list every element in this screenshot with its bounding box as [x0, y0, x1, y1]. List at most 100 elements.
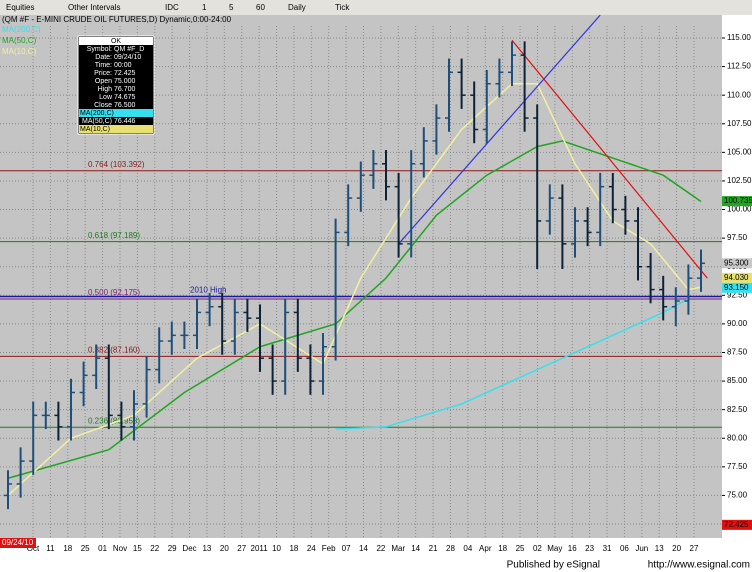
y-tick-label: 80.00 [727, 433, 748, 442]
y-tick-label: 97.50 [727, 233, 748, 242]
toolbar-item[interactable]: 5 [229, 3, 234, 12]
info-label: Open [95, 78, 112, 85]
level-label: 0.382 (87.160) [88, 345, 140, 354]
x-tick-label: Dec [182, 544, 196, 553]
price-tag [722, 196, 752, 207]
price-tag [722, 258, 752, 269]
toolbar-item[interactable]: 60 [256, 3, 265, 12]
toolbar-item[interactable]: Daily [288, 3, 306, 12]
price-tag-label: 100.735 [724, 196, 752, 205]
y-tick-label: 115.00 [727, 33, 751, 42]
level-label: 0.618 (97.189) [88, 231, 140, 240]
level-label: 2010 High [190, 286, 226, 295]
y-tick-label: 107.50 [727, 119, 752, 128]
y-tick-label: 75.00 [727, 491, 748, 500]
x-tick-label: 21 [429, 544, 438, 553]
info-box [77, 35, 155, 135]
info-label: Date: [95, 54, 112, 61]
y-tick-label: 90.00 [727, 319, 748, 328]
info-label: MA(200,C) [80, 110, 114, 117]
x-tick-label: May [547, 544, 562, 553]
date-tag [0, 538, 36, 548]
info-ok: OK [111, 38, 121, 45]
info-label: High [98, 86, 113, 93]
x-tick-label: 07 [342, 544, 351, 553]
info-label: Symbol: [87, 46, 112, 53]
toolbar-item[interactable]: Tick [335, 3, 350, 12]
price-tag-label: 94.030 [724, 273, 749, 282]
info-row-bg [79, 125, 153, 133]
footer-url: http://www.esignal.com [648, 560, 750, 571]
info-value: 09/24/10 [114, 54, 141, 61]
price-tag-label: 72.425 [724, 520, 749, 529]
info-value: 76.500 [114, 102, 136, 109]
x-tick-label: 15 [133, 544, 142, 553]
x-tick-label: 04 [463, 544, 472, 553]
ma-line [7, 140, 702, 479]
trendline [398, 14, 601, 245]
toolbar [0, 0, 752, 15]
y-tick-label: 87.50 [727, 348, 748, 357]
x-tick-label: 16 [568, 544, 577, 553]
footer [0, 558, 752, 572]
date-tag-label: 09/24/10 [2, 538, 34, 547]
y-tick-label: 102.50 [727, 176, 752, 185]
x-tick-label: 18 [63, 544, 72, 553]
level-label: 0.236 (80.958) [88, 416, 140, 425]
x-tick-label: Jun [635, 544, 648, 553]
x-tick-label: Feb [322, 544, 336, 553]
x-tick-label: 18 [289, 544, 298, 553]
price-tag-label: 95.300 [724, 258, 749, 267]
x-tick-label: 31 [603, 544, 612, 553]
x-tick-label: 23 [585, 544, 594, 553]
x-tick-label: Mar [391, 544, 405, 553]
ma-line [7, 82, 702, 496]
toolbar-item[interactable]: 1 [202, 3, 207, 12]
info-label: Low [99, 94, 113, 101]
x-tick-label: 29 [168, 544, 177, 553]
x-tick-label: 13 [655, 544, 664, 553]
x-tick-label: 2011 [251, 544, 269, 553]
x-tick-label: Apr [479, 544, 492, 553]
y-tick-label: 85.00 [727, 376, 748, 385]
y-tick-label: 105.00 [727, 147, 752, 156]
info-value: QM #F_D [114, 46, 144, 53]
y-tick-label: 100.00 [727, 205, 752, 214]
x-tick-label: Nov [113, 544, 127, 553]
toolbar-item[interactable]: Other Intervals [68, 3, 120, 12]
x-tick-label: 22 [376, 544, 385, 553]
info-value: 00:00 [114, 62, 132, 69]
x-tick-label: 20 [220, 544, 229, 553]
x-tick-label: Oct [27, 544, 40, 553]
x-tick-label: 25 [516, 544, 525, 553]
x-tick-label: 28 [446, 544, 455, 553]
y-tick-label: 112.50 [727, 62, 751, 71]
x-tick-label: 13 [202, 544, 211, 553]
date-axis [0, 538, 752, 558]
x-tick-label: 22 [150, 544, 159, 553]
info-label: MA(50,C) [82, 118, 112, 125]
x-tick-label: 27 [690, 544, 699, 553]
info-value: 74.675 [114, 94, 136, 101]
info-row-bg [79, 37, 153, 45]
toolbar-item[interactable]: Equities [6, 3, 34, 12]
info-value: 75.000 [114, 78, 136, 85]
legend-entry: MA(50,C) [2, 36, 37, 45]
y-tick-label: 92.50 [727, 290, 748, 299]
level-label: 0.764 (103.392) [88, 160, 145, 169]
y-tick-label: 77.50 [727, 462, 748, 471]
y-tick-label: 82.50 [727, 405, 748, 414]
x-tick-label: 10 [272, 544, 281, 553]
x-tick-label: 01 [98, 544, 107, 553]
toolbar-item[interactable]: IDC [165, 3, 179, 12]
price-tag [722, 519, 752, 530]
x-tick-label: 14 [411, 544, 420, 553]
x-tick-label: 11 [46, 544, 55, 553]
trendline [511, 39, 708, 279]
price-tag [722, 282, 752, 293]
x-tick-label: 27 [237, 544, 246, 553]
legend-entry: MA(10,C) [2, 47, 37, 56]
info-label: Time: [95, 62, 112, 69]
x-tick-label: 25 [81, 544, 90, 553]
